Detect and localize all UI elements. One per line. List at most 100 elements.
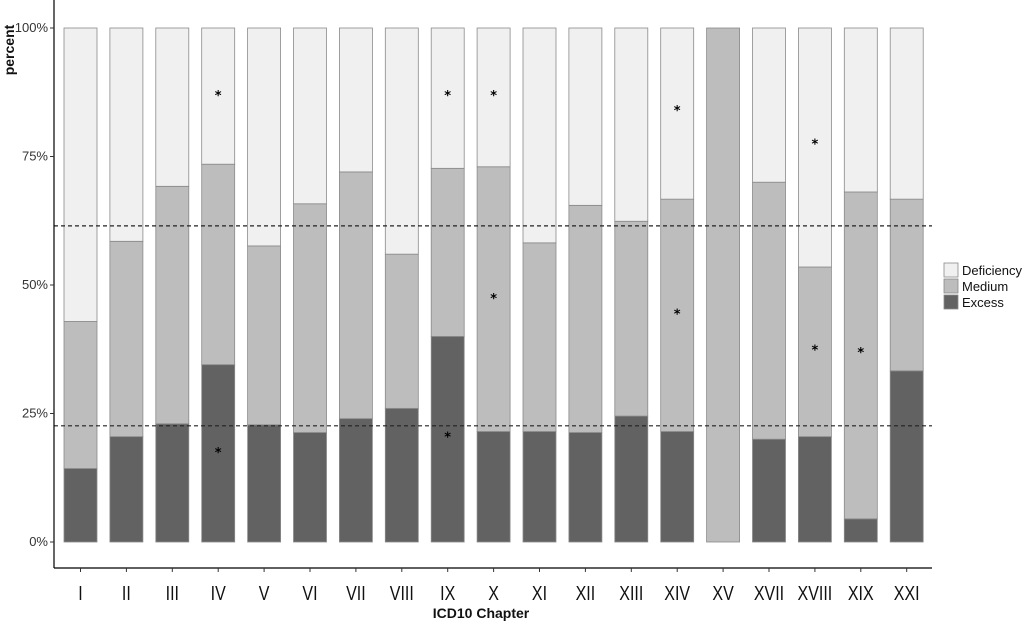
bar-segment-deficiency-XVII xyxy=(752,27,786,183)
x-tick-label-I: I xyxy=(78,582,82,604)
y-tick-labels: 0% 25% 50% 75% 100% xyxy=(15,20,54,549)
x-tick-label-XV: XV xyxy=(712,582,733,604)
bar-segment-medium-I xyxy=(63,321,98,469)
bar-segment-medium-XIX xyxy=(843,191,878,520)
legend-label-medium: Medium xyxy=(962,279,1008,294)
bar-segment-excess-V xyxy=(247,424,282,543)
bar-segment-medium-X xyxy=(476,166,511,432)
bar-segment-excess-VIII xyxy=(384,407,419,543)
bar-segment-deficiency-IX xyxy=(430,27,465,169)
bar-segment-deficiency-VI xyxy=(293,27,327,205)
bar-segment-medium-VI xyxy=(293,203,327,433)
significance-marker-XIV-7: * xyxy=(674,104,681,119)
bar-segment-medium-XXI xyxy=(889,198,924,372)
bar-segment-deficiency-XI xyxy=(522,27,557,244)
bar-segment-excess-VII xyxy=(338,418,373,543)
bar-segment-excess-XII xyxy=(568,432,603,543)
bar-segment-excess-III xyxy=(155,423,190,543)
significance-marker-XIX-11: * xyxy=(857,346,864,361)
legend-label-deficiency: Deficiency xyxy=(962,263,1022,278)
bar-segment-excess-VI xyxy=(293,432,327,543)
bar-segment-deficiency-II xyxy=(109,27,144,242)
bar-segment-deficiency-V xyxy=(247,27,282,247)
bar-segment-deficiency-III xyxy=(155,27,190,187)
bar-segment-excess-XVII xyxy=(752,438,786,543)
bar-segment-excess-X xyxy=(476,431,511,543)
bar-segment-medium-XV xyxy=(706,27,740,543)
x-tick-label-XVIII: XVIII xyxy=(798,582,833,604)
significance-markers: * * * * * * * * * * * xyxy=(215,89,865,461)
bar-segment-deficiency-I xyxy=(63,27,98,322)
bars-layer xyxy=(63,27,924,543)
bar-segment-deficiency-VII xyxy=(338,27,373,173)
bar-segment-medium-VII xyxy=(338,171,373,420)
bar-segment-medium-IX xyxy=(430,167,465,337)
y-tick-label-25: 25% xyxy=(22,406,48,421)
significance-marker-IV-1: * xyxy=(215,89,222,104)
x-tick-label-IX: IX xyxy=(440,582,455,604)
bar-segment-excess-XXI xyxy=(889,370,924,543)
x-axis-title: ICD10 Chapter xyxy=(433,605,530,621)
bar-segment-deficiency-X xyxy=(476,27,511,168)
bar-segment-medium-XVII xyxy=(752,181,786,440)
bar-segment-deficiency-VIII xyxy=(384,27,419,255)
bar-segment-deficiency-XIX xyxy=(843,27,878,193)
bar-segment-deficiency-XIII xyxy=(614,27,649,222)
reference-lines xyxy=(54,225,932,427)
x-tick-label-VII: VII xyxy=(346,582,366,604)
significance-marker-XIV-8: * xyxy=(674,307,681,322)
bar-segment-deficiency-XVIII xyxy=(798,27,832,268)
x-tick-label-XXI: XXI xyxy=(894,582,920,604)
y-tick-label-0: 0% xyxy=(29,534,48,549)
bar-segment-deficiency-IV xyxy=(201,27,236,165)
x-tick-label-III: III xyxy=(166,582,179,604)
bar-segment-excess-XVIII xyxy=(798,436,832,543)
y-tick-label-100: 100% xyxy=(15,20,49,35)
x-tick-labels: I II III IV V VI VII VIII IX X XI XII XIII XIV XV XVII X… xyxy=(78,568,920,604)
x-tick-label-XIII: XIII xyxy=(619,582,643,604)
bar-segment-deficiency-XII xyxy=(568,27,603,206)
bar-segment-medium-XVIII xyxy=(798,266,832,438)
y-tick-label-50: 50% xyxy=(22,277,48,292)
significance-marker-IV-2: * xyxy=(215,446,222,461)
bar-segment-medium-XIII xyxy=(614,220,649,417)
bar-segment-excess-XIV xyxy=(660,431,695,543)
x-tick-label-II: II xyxy=(122,582,131,604)
bar-segment-medium-V xyxy=(247,245,282,426)
legend-label-excess: Excess xyxy=(962,295,1004,310)
bar-segment-excess-II xyxy=(109,436,144,543)
significance-marker-XVIII-9: * xyxy=(811,138,818,153)
bar-segment-excess-I xyxy=(63,468,98,543)
x-tick-label-XI: XI xyxy=(532,582,547,604)
x-tick-label-VIII: VIII xyxy=(390,582,414,604)
bar-segment-excess-IV xyxy=(201,364,236,543)
significance-marker-XVIII-10: * xyxy=(811,343,818,358)
bar-segment-medium-II xyxy=(109,240,144,438)
x-tick-label-IV: IV xyxy=(211,582,226,604)
bar-segment-medium-XIV xyxy=(660,198,695,432)
bar-segment-medium-IV xyxy=(201,163,236,366)
axes xyxy=(53,0,932,569)
legend-swatch-excess xyxy=(943,294,959,310)
significance-marker-X-6: * xyxy=(490,292,497,307)
bar-segment-excess-XIII xyxy=(614,415,649,543)
x-tick-label-XVII: XVII xyxy=(754,582,784,604)
x-tick-label-XII: XII xyxy=(576,582,596,604)
x-tick-label-V: V xyxy=(259,582,270,604)
bar-segment-medium-III xyxy=(155,185,190,425)
bar-segment-excess-XI xyxy=(522,431,557,543)
bar-segment-medium-VIII xyxy=(384,253,419,409)
bar-segment-excess-XIX xyxy=(843,518,878,543)
x-tick-label-XIV: XIV xyxy=(664,582,690,604)
y-axis-title: percent xyxy=(1,24,17,75)
bar-segment-deficiency-XIV xyxy=(660,27,695,200)
significance-marker-IX-3: * xyxy=(444,89,451,104)
significance-marker-X-5: * xyxy=(490,89,497,104)
y-tick-label-75: 75% xyxy=(22,149,48,164)
legend-swatch-medium xyxy=(943,278,959,294)
bar-segment-medium-XI xyxy=(522,242,557,432)
significance-marker-IX-4: * xyxy=(444,431,451,446)
bar-segment-deficiency-XXI xyxy=(889,27,924,200)
